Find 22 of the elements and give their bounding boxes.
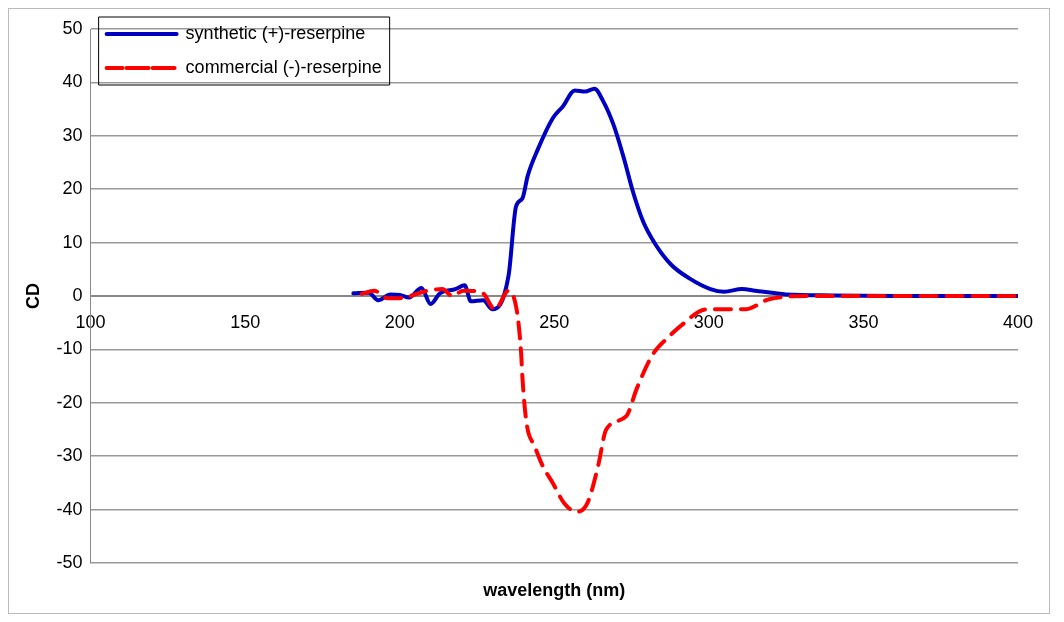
y-tick-label: 30	[62, 124, 83, 145]
y-tick-label: -10	[56, 338, 83, 359]
x-tick-label: 150	[230, 311, 261, 332]
y-tick-label: 50	[62, 17, 83, 38]
y-tick-label: -40	[56, 498, 83, 519]
x-axis-title: wavelength (nm)	[482, 579, 626, 600]
legend-label: synthetic (+)-reserpine	[185, 22, 366, 43]
y-tick-label: 40	[62, 71, 83, 92]
x-tick-label: 200	[384, 311, 415, 332]
y-tick-label: 20	[62, 178, 83, 199]
y-axis-title: CD	[22, 283, 43, 309]
y-tick-label: -30	[56, 445, 83, 466]
x-tick-label: 250	[539, 311, 570, 332]
y-tick-label: -50	[56, 551, 83, 572]
y-tick-label: -20	[56, 391, 83, 412]
legend-label: commercial (-)-reserpine	[185, 56, 382, 77]
y-tick-label: 10	[62, 231, 83, 252]
x-tick-label: 350	[848, 311, 879, 332]
x-tick-label: 300	[693, 311, 724, 332]
x-tick-label: 100	[75, 311, 106, 332]
x-tick-label: 400	[1002, 311, 1034, 332]
y-tick-label: 0	[72, 284, 83, 305]
